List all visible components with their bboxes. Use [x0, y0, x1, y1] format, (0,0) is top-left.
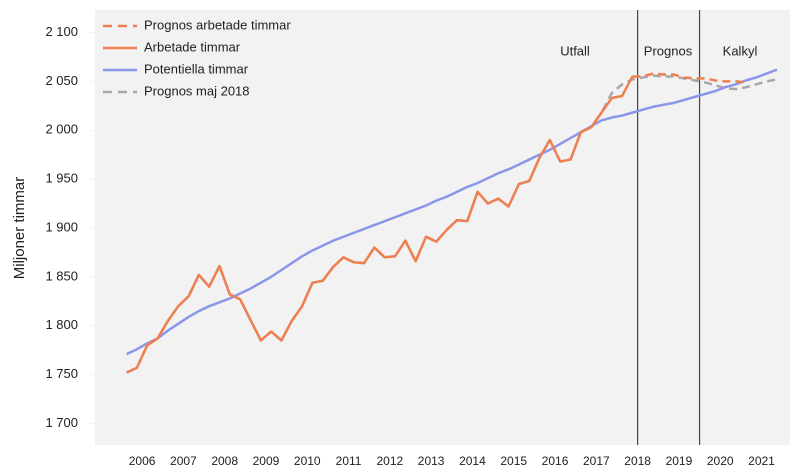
annotation: Kalkyl: [723, 43, 758, 58]
annotation: Utfall: [560, 43, 590, 58]
x-tick-label: 2020: [707, 454, 734, 468]
x-tick-label: 2011: [336, 454, 362, 468]
series-line: [126, 75, 634, 374]
y-tick-label: 1 850: [45, 268, 78, 283]
x-tick-label: 2006: [129, 454, 156, 468]
x-tick-label: 2007: [170, 454, 197, 468]
y-tick-label: 2 100: [45, 24, 78, 39]
legend-label: Prognos maj 2018: [144, 83, 250, 98]
annotation: Prognos: [644, 43, 693, 58]
y-tick-label: 2 000: [45, 122, 78, 137]
x-tick-label: 2018: [624, 454, 651, 468]
x-tick-label: 2021: [748, 454, 775, 468]
x-tick-label: 2008: [211, 454, 238, 468]
y-tick-label: 1 800: [45, 317, 78, 332]
y-tick-label: 2 050: [45, 73, 78, 88]
y-tick-label: 1 900: [45, 219, 78, 234]
x-tick-label: 2017: [583, 454, 610, 468]
x-tick-label: 2013: [418, 454, 445, 468]
x-tick-label: 2010: [294, 454, 321, 468]
legend-label: Prognos arbetade timmar: [144, 17, 291, 32]
legend-label: Arbetade timmar: [144, 39, 241, 54]
legend-label: Potentiella timmar: [144, 61, 249, 76]
y-tick-label: 1 750: [45, 366, 78, 381]
x-tick-label: 2014: [459, 454, 486, 468]
y-tick-label: 1 950: [45, 171, 78, 186]
y-tick-label: 1 700: [45, 415, 78, 430]
x-tick-label: 2016: [542, 454, 569, 468]
series-line: [632, 72, 747, 84]
x-tick-label: 2015: [500, 454, 527, 468]
x-tick-label: 2012: [376, 454, 403, 468]
y-axis-label: Miljoner timmar: [11, 177, 28, 280]
x-tick-label: 2009: [253, 454, 280, 468]
plot-area: [95, 10, 790, 445]
x-tick-label: 2019: [666, 454, 693, 468]
